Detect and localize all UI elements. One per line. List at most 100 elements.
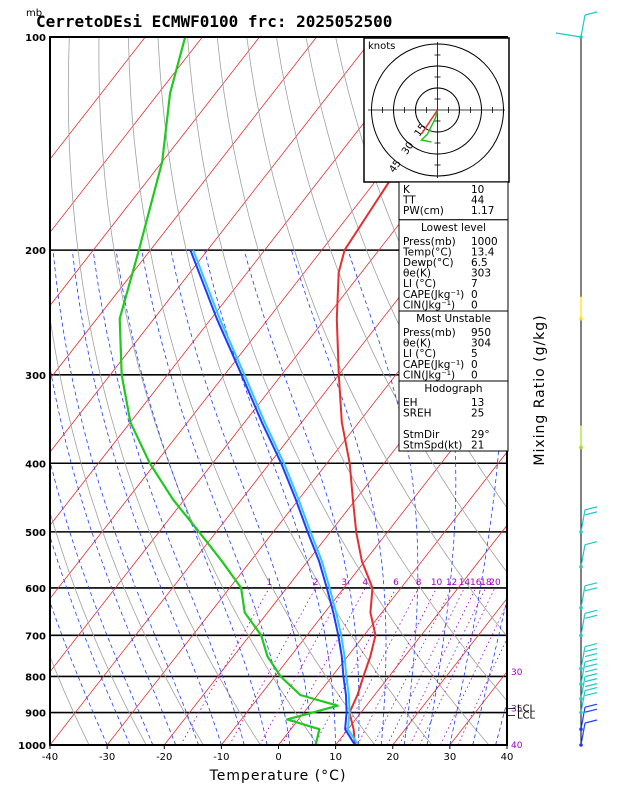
isotherm-line — [50, 37, 260, 307]
index-value: 304 — [471, 338, 491, 350]
profile-line-1 — [335, 37, 501, 745]
pressure-tick-label: 400 — [25, 459, 46, 470]
mixing-ratio-line — [357, 587, 437, 745]
isotherm-line — [506, 744, 507, 745]
isotherm-line — [50, 37, 317, 380]
mixing-ratio-line — [281, 587, 366, 745]
x-tick-label: 0 — [275, 752, 281, 763]
index-label: StmSpd(kt) — [403, 439, 462, 451]
wind-barb-flag — [584, 643, 598, 648]
isotherm-line — [335, 524, 507, 745]
lcl-label: LCL — [517, 704, 536, 715]
pressure-tick-label: 100 — [25, 33, 46, 44]
index-label: StmDir — [403, 429, 440, 441]
isotherm-line — [278, 451, 507, 745]
mixing-ratio-label: 10 — [431, 578, 443, 588]
wind-barb-flag — [584, 687, 598, 692]
dry-adiabat-line — [50, 315, 204, 745]
wind-barb-shaft — [580, 722, 586, 746]
index-label: PW(cm) — [403, 205, 444, 217]
dry-adiabat-line — [98, 37, 319, 745]
pressure-tick-label: 700 — [25, 631, 46, 642]
moist-adiabat-line — [50, 459, 154, 745]
dry-adiabat-line — [572, 37, 618, 760]
mixing-ratio-label: 4 — [362, 578, 368, 588]
index-value: 0 — [471, 299, 478, 311]
grid-layer — [50, 37, 618, 760]
wind-barb-flag — [584, 658, 598, 663]
moist-adiabat-line — [50, 365, 177, 745]
mixing-ratio-line — [314, 587, 397, 745]
isotherm-line — [106, 231, 507, 745]
dry-adiabat-line — [246, 37, 507, 637]
wind-barb-flag — [584, 614, 598, 619]
isotherm-label: 35 — [511, 704, 522, 714]
wind-barb-point — [579, 445, 583, 450]
index-value: 0 — [471, 369, 478, 381]
mixing-ratio-line — [398, 587, 477, 745]
index-label: θe(K) — [403, 338, 431, 350]
index-value: 303 — [471, 268, 491, 280]
wind-barb-flag — [584, 506, 598, 511]
index-value: 0 — [471, 359, 478, 371]
wind-barb-shaft — [580, 676, 586, 699]
pressure-tick-label: 600 — [25, 584, 46, 595]
pressure-tick-label: 800 — [25, 672, 46, 683]
index-label: Press(mb) — [403, 236, 456, 248]
wind-barb-shaft — [580, 707, 586, 730]
index-value: 0 — [471, 289, 478, 301]
mixing-ratio-label: 6 — [393, 578, 399, 588]
profile-line-2 — [118, 37, 339, 745]
wind-barb-flag — [584, 582, 598, 587]
mixing-ratio-label: 3 — [341, 578, 347, 588]
wind-barb-top — [555, 32, 582, 38]
moist-adiabat-line — [52, 250, 199, 745]
dry-adiabat-line — [50, 655, 90, 745]
index-label: Press(mb) — [403, 327, 456, 339]
wind-barb-flag — [584, 663, 598, 668]
x-tick-label: -40 — [42, 752, 58, 763]
moist-adiabat-line — [141, 250, 291, 745]
axis-layer: 1 2 3 4 6 8 10 12 14 1618203035401000900800700600… — [18, 33, 535, 763]
isotherm-label: 40 — [511, 741, 523, 751]
index-label: EH — [403, 397, 418, 409]
x-tick-label: 10 — [329, 752, 342, 763]
x-tick-label: 20 — [386, 752, 399, 763]
wind-barb-shaft — [580, 509, 586, 532]
wind-barb-flag — [584, 541, 598, 546]
wind-barb-column — [555, 11, 598, 747]
hodograph-unit-label: knots — [368, 41, 395, 52]
index-value: 25 — [471, 408, 484, 420]
pressure-unit: mb — [26, 8, 42, 19]
mixing-ratio-line — [457, 637, 507, 745]
dry-adiabat-line — [543, 37, 618, 760]
index-value: 7 — [471, 278, 478, 290]
wind-barb-flag — [584, 11, 598, 16]
moist-adiabat-line — [92, 250, 245, 745]
isotherm-line — [392, 597, 507, 745]
index-label: Temp(°C) — [402, 246, 452, 258]
mixing-ratio-label: 16 — [470, 578, 482, 588]
index-label: TT — [402, 195, 416, 207]
indices-panel: K 10 TT 44 PW(cm) 1.17 Lowest level Press(mb) 10… — [398, 181, 509, 452]
dry-adiabat-line — [157, 37, 433, 745]
index-value: 29° — [471, 429, 490, 441]
wind-barb-flag — [584, 678, 598, 683]
isotherm-line — [50, 37, 432, 526]
x-tick-label: -20 — [156, 752, 172, 763]
index-value: 13.4 — [471, 246, 495, 258]
mixing-ratio-line — [386, 587, 465, 745]
moist-adiabat-line — [50, 534, 131, 745]
index-label: CIN(Jkg⁻¹) — [403, 369, 455, 381]
index-value: 1000 — [471, 236, 498, 248]
chart-title: CerretoDEsi ECMWF0100 frc: 2025052500 — [36, 12, 392, 31]
dry-adiabat-line — [216, 37, 507, 702]
wind-barb-shaft — [580, 613, 586, 636]
pressure-tick-label: 900 — [25, 709, 46, 720]
x-axis-title: Temperature (°C) — [209, 768, 347, 784]
x-tick-label: 30 — [444, 752, 457, 763]
wind-barb-flag — [584, 692, 598, 697]
mixing-ratio-line — [409, 587, 487, 745]
